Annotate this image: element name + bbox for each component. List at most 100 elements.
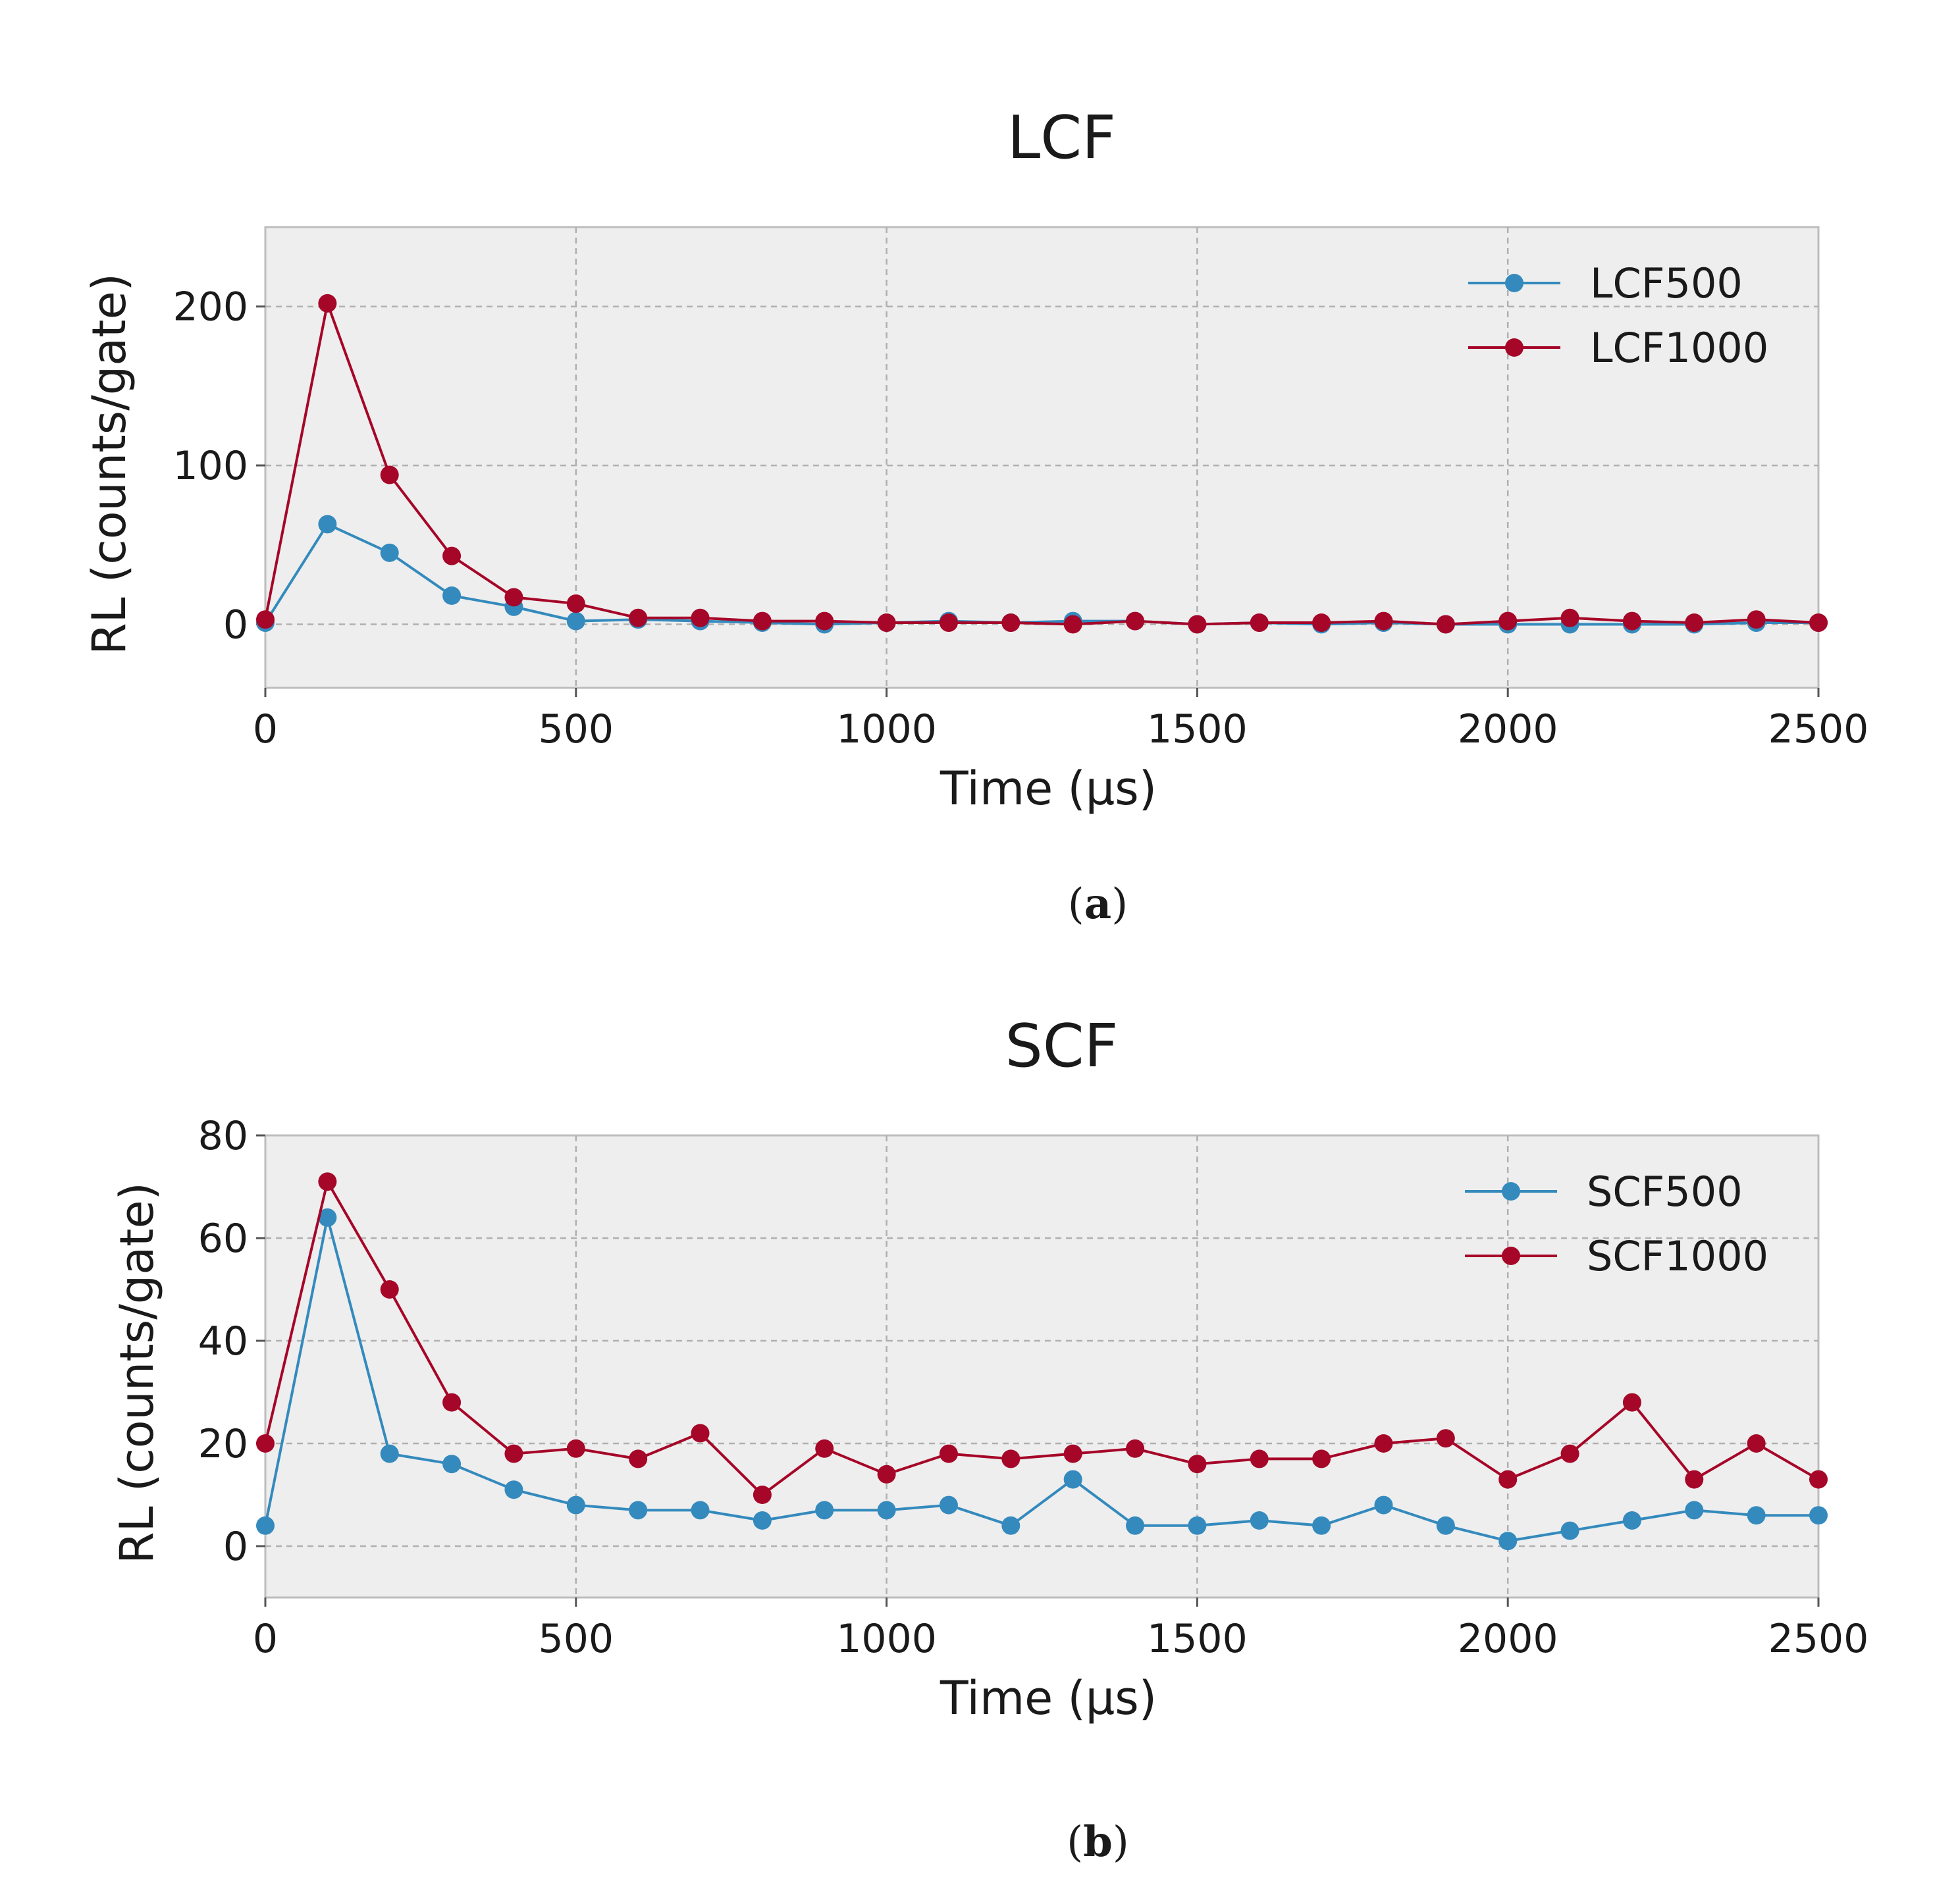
x-tick-label: 500	[539, 1616, 614, 1662]
data-point-LCF1000	[256, 610, 275, 629]
data-point-SCF500	[1001, 1516, 1020, 1535]
data-point-SCF1000	[1747, 1434, 1766, 1453]
x-axis-label: Time (µs)	[940, 762, 1157, 816]
data-point-SCF1000	[1063, 1444, 1082, 1463]
panel-caption: (a)	[1068, 879, 1128, 929]
data-point-LCF1000	[504, 588, 523, 607]
data-point-SCF1000	[753, 1486, 772, 1504]
legend-label: SCF500	[1587, 1168, 1743, 1216]
data-point-LCF1000	[691, 608, 710, 627]
data-point-SCF1000	[1685, 1470, 1704, 1489]
data-point-LCF1000	[1685, 613, 1704, 633]
y-axis-label: RL (counts/gate)	[110, 1182, 164, 1564]
x-tick-label: 2500	[1768, 1616, 1869, 1662]
data-point-SCF1000	[1312, 1449, 1331, 1468]
data-point-SCF500	[1809, 1506, 1828, 1525]
data-point-SCF1000	[566, 1439, 585, 1458]
data-point-LCF1000	[1374, 611, 1393, 631]
data-point-SCF500	[1312, 1516, 1331, 1535]
data-point-LCF1000	[1809, 613, 1828, 633]
data-point-SCF500	[504, 1480, 523, 1499]
data-point-SCF500	[256, 1516, 275, 1535]
data-point-LCF1000	[566, 594, 585, 613]
data-point-SCF500	[753, 1511, 772, 1530]
chart-title: LCF	[1007, 103, 1116, 172]
x-tick-label: 500	[539, 706, 614, 752]
data-point-SCF1000	[504, 1444, 523, 1463]
data-point-LCF1000	[1063, 615, 1082, 634]
data-point-LCF1000	[1436, 615, 1455, 634]
data-point-SCF1000	[1622, 1393, 1641, 1412]
y-tick-label: 200	[172, 284, 248, 330]
x-tick-label: 1000	[836, 1616, 937, 1662]
y-tick-label: 40	[198, 1318, 248, 1364]
data-point-LCF1000	[939, 613, 958, 633]
data-point-LCF1000	[1312, 613, 1331, 633]
chart-panel-1: 0 500 1000 1500 2000 2500 0 100 200 LCF Time (µs) R…	[82, 103, 1868, 816]
data-point-LCF1000	[1250, 613, 1269, 633]
data-point-SCF500	[1188, 1516, 1207, 1535]
data-point-LCF1000	[1622, 611, 1641, 631]
data-point-SCF500	[815, 1501, 834, 1520]
data-point-LCF500	[442, 586, 462, 605]
data-point-SCF500	[1250, 1511, 1269, 1530]
x-tick-label: 0	[253, 706, 278, 752]
data-point-SCF500	[1436, 1516, 1455, 1535]
x-tick-label: 1000	[836, 706, 937, 752]
data-point-LCF1000	[1126, 611, 1145, 631]
y-tick-label: 100	[172, 443, 248, 489]
legend-marker	[1502, 1182, 1520, 1201]
data-point-LCF1000	[1188, 615, 1207, 634]
data-point-SCF1000	[1809, 1470, 1828, 1489]
data-point-LCF1000	[442, 546, 462, 565]
series-SCF500	[256, 1208, 1828, 1551]
data-point-LCF1000	[629, 608, 648, 627]
data-point-SCF1000	[939, 1444, 958, 1463]
data-point-SCF500	[939, 1495, 958, 1515]
data-point-LCF500	[566, 611, 585, 631]
data-point-SCF1000	[1126, 1439, 1145, 1458]
data-point-SCF1000	[380, 1280, 399, 1299]
series-LCF1000	[256, 294, 1828, 634]
data-point-SCF1000	[1001, 1449, 1020, 1468]
legend: SCF500 SCF1000	[1465, 1168, 1768, 1280]
panel-caption: (b)	[1067, 1817, 1129, 1867]
data-point-LCF1000	[1560, 608, 1579, 627]
data-point-SCF500	[691, 1501, 710, 1520]
data-point-LCF500	[318, 515, 337, 534]
data-point-SCF1000	[877, 1465, 896, 1484]
data-point-SCF500	[1126, 1516, 1145, 1535]
data-point-SCF500	[318, 1208, 337, 1227]
data-point-SCF500	[380, 1444, 399, 1463]
data-point-SCF500	[1560, 1521, 1579, 1540]
data-point-SCF500	[1622, 1511, 1641, 1530]
series-line-LCF500	[264, 522, 1818, 626]
data-point-SCF1000	[1250, 1449, 1269, 1468]
data-point-SCF500	[1747, 1506, 1766, 1525]
data-point-SCF1000	[1188, 1455, 1207, 1474]
legend-label: LCF1000	[1590, 324, 1768, 372]
data-point-SCF1000	[629, 1449, 648, 1468]
data-point-LCF1000	[815, 611, 834, 631]
data-point-SCF500	[1685, 1501, 1704, 1520]
data-point-LCF500	[380, 543, 399, 562]
data-point-SCF500	[629, 1501, 648, 1520]
y-tick-label: 0	[223, 1524, 248, 1570]
data-point-LCF1000	[1001, 613, 1020, 633]
data-point-LCF1000	[753, 611, 772, 631]
data-point-SCF500	[877, 1501, 896, 1520]
legend: LCF500 LCF1000	[1468, 259, 1768, 372]
data-point-LCF1000	[380, 465, 399, 484]
data-point-SCF1000	[256, 1434, 275, 1453]
data-point-SCF1000	[1560, 1444, 1579, 1463]
legend-label: LCF500	[1590, 259, 1743, 307]
legend-marker	[1502, 1247, 1520, 1265]
legend-label: SCF1000	[1587, 1232, 1768, 1280]
data-point-LCF1000	[877, 613, 896, 633]
data-point-SCF500	[1498, 1532, 1518, 1551]
data-point-SCF500	[1063, 1470, 1082, 1489]
y-tick-label: 0	[223, 602, 248, 648]
y-tick-label: 80	[198, 1113, 248, 1159]
chart-panel-2: 0 500 1000 1500 2000 2500 0 20 40 60 80 SCF Time (µs…	[110, 1012, 1868, 1725]
